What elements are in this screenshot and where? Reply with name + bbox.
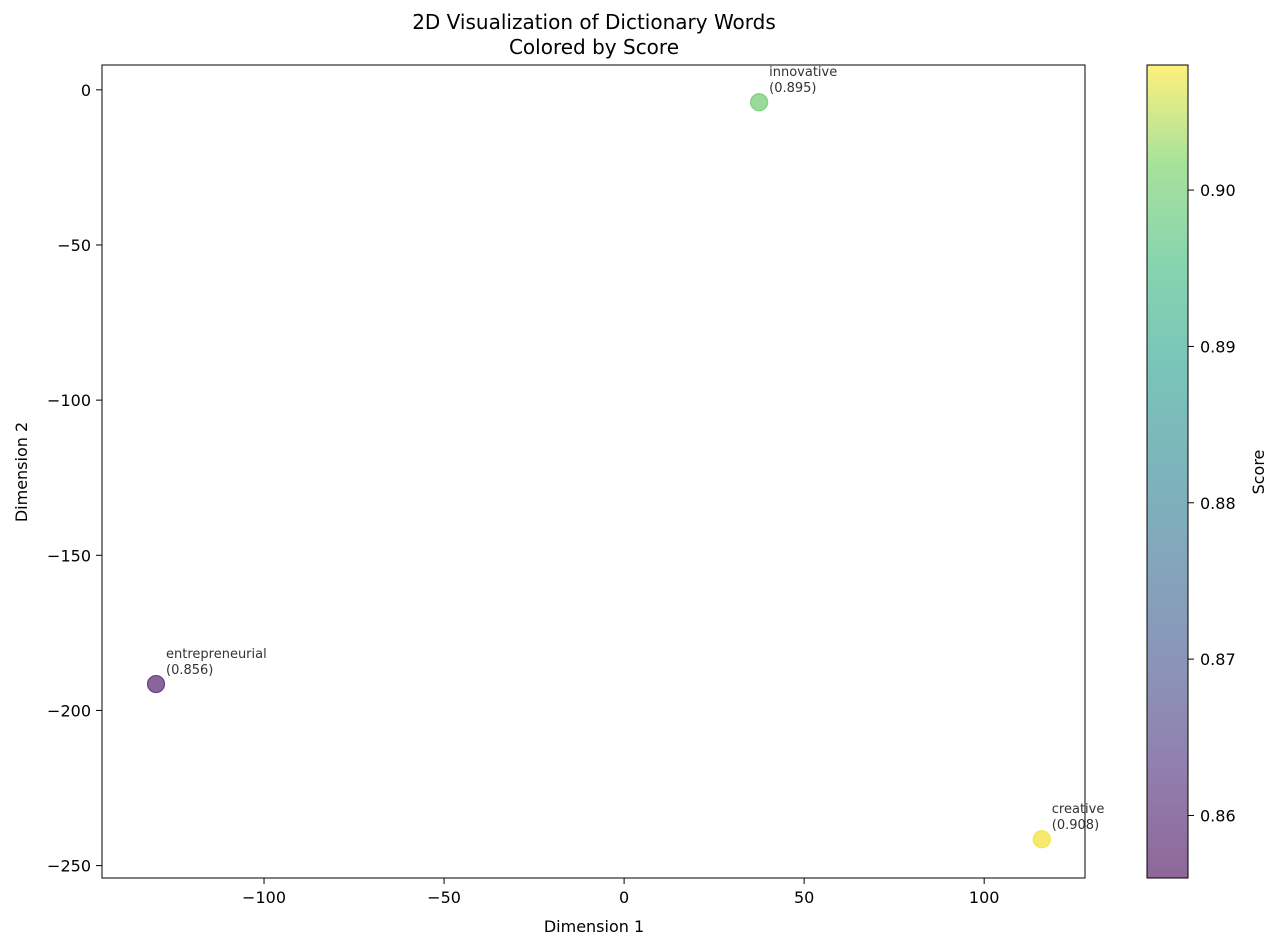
point-label-score: (0.856) <box>166 663 213 678</box>
colorbar-tick-label: 0.88 <box>1200 494 1236 513</box>
colorbar-tick-label: 0.90 <box>1200 181 1236 200</box>
colorbar-tick-label: 0.87 <box>1200 650 1236 669</box>
y-tick-label: −150 <box>47 546 91 565</box>
chart-title: 2D Visualization of Dictionary Words Col… <box>412 10 776 59</box>
colorbar-label: Score <box>1249 450 1268 495</box>
data-point-creative <box>1032 830 1051 849</box>
colorbar: 0.86 0.87 0.88 0.89 0.90 Score <box>1146 64 1268 879</box>
point-label-word: creative <box>1052 802 1105 817</box>
chart-title-line1: 2D Visualization of Dictionary Words <box>412 10 776 34</box>
chart-title-line2: Colored by Score <box>509 35 679 59</box>
point-label-score: (0.908) <box>1052 818 1099 833</box>
point-label-word: entrepreneurial <box>166 647 267 662</box>
y-axis: 0 −50 −100 −150 −200 −250 <box>47 81 102 876</box>
plot-area <box>101 64 1086 879</box>
colorbar-gradient <box>1146 64 1189 879</box>
y-axis-label: Dimension 2 <box>12 422 31 522</box>
x-tick-label: 0 <box>619 888 629 907</box>
x-tick-label: 100 <box>969 888 1000 907</box>
x-axis: −100 −50 0 50 100 <box>242 878 999 907</box>
x-tick-label: −50 <box>427 888 461 907</box>
y-tick-label: −200 <box>47 701 91 720</box>
y-tick-label: −50 <box>57 236 91 255</box>
plot-frame <box>101 64 1086 879</box>
y-tick-label: 0 <box>81 81 91 100</box>
data-point-innovative <box>750 93 769 112</box>
x-axis-label: Dimension 1 <box>544 917 644 936</box>
y-tick-label: −100 <box>47 391 91 410</box>
x-tick-label: 50 <box>794 888 814 907</box>
colorbar-ticks: 0.86 0.87 0.88 0.89 0.90 <box>1188 181 1236 825</box>
data-point-entrepreneurial <box>146 674 166 694</box>
points-layer: innovative(0.895) entrepreneurial(0.856) c… <box>146 65 1105 849</box>
colorbar-tick-label: 0.86 <box>1200 806 1236 825</box>
point-label-score: (0.895) <box>769 81 816 96</box>
point-label-word: innovative <box>769 65 837 80</box>
colorbar-tick-label: 0.89 <box>1200 337 1236 356</box>
x-tick-label: −100 <box>242 888 286 907</box>
y-tick-label: −250 <box>47 857 91 876</box>
